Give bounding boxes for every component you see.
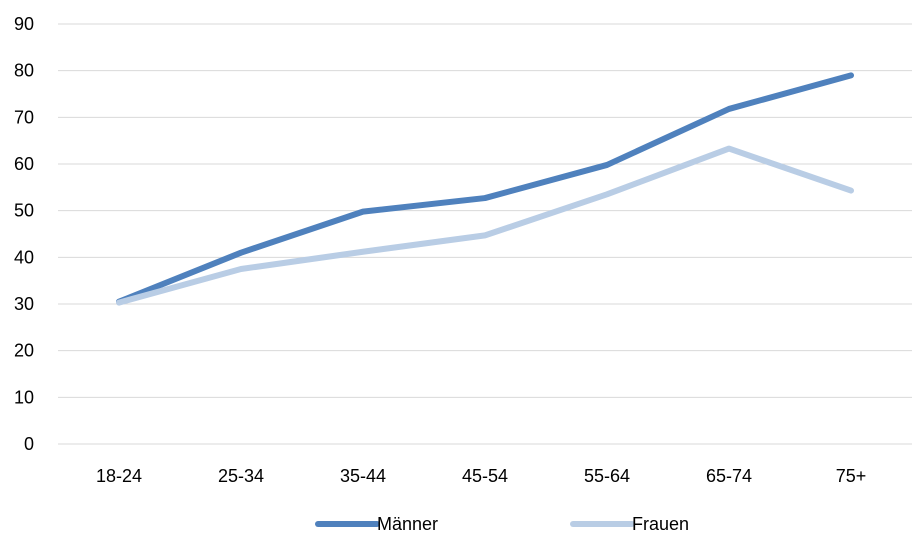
legend-item: Frauen	[573, 514, 689, 534]
x-axis-ticks: 18-24 25-34 35-44 45-54 55-64 65-74 75+	[96, 466, 866, 486]
y-axis-ticks: 0 10 20 30 40 50 60 70 80 90	[14, 14, 34, 454]
x-tick-label: 25-34	[218, 466, 264, 486]
legend-label: Männer	[377, 514, 438, 534]
series-lines	[119, 75, 851, 302]
series-line-frauen	[119, 149, 851, 303]
y-tick-label: 50	[14, 201, 34, 221]
x-tick-label: 18-24	[96, 466, 142, 486]
x-tick-label: 75+	[836, 466, 867, 486]
y-tick-label: 0	[24, 434, 34, 454]
series-line-maenner	[119, 75, 851, 301]
y-tick-label: 70	[14, 107, 34, 127]
x-tick-label: 45-54	[462, 466, 508, 486]
y-tick-label: 90	[14, 14, 34, 34]
y-tick-label: 80	[14, 61, 34, 81]
y-tick-label: 40	[14, 247, 34, 267]
y-tick-label: 60	[14, 154, 34, 174]
legend: Männer Frauen	[318, 514, 689, 534]
y-tick-label: 20	[14, 341, 34, 361]
x-tick-label: 35-44	[340, 466, 386, 486]
y-tick-label: 10	[14, 387, 34, 407]
legend-item: Männer	[318, 514, 438, 534]
x-tick-label: 65-74	[706, 466, 752, 486]
y-tick-label: 30	[14, 294, 34, 314]
legend-label: Frauen	[632, 514, 689, 534]
x-tick-label: 55-64	[584, 466, 630, 486]
